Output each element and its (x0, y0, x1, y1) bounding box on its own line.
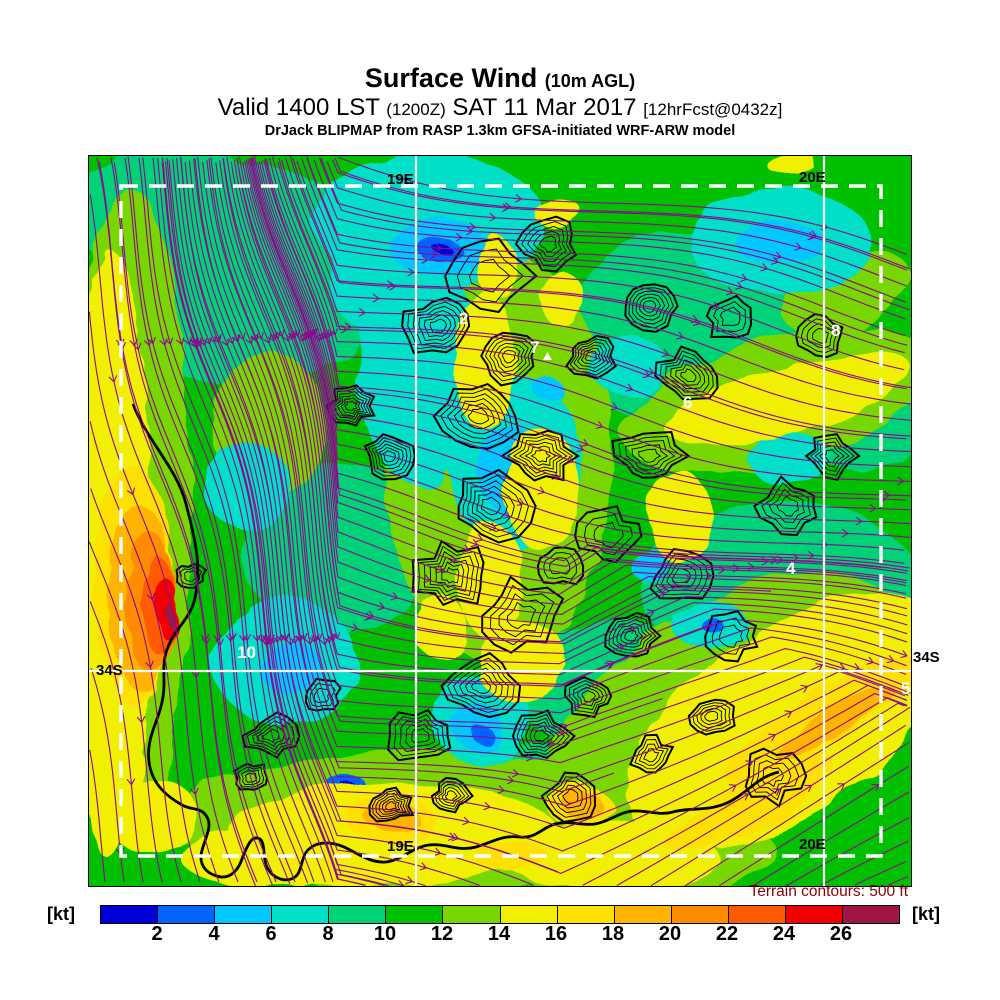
legend-color-segment (101, 906, 158, 923)
legend-tick: 24 (772, 923, 796, 945)
legend-tick: 10 (373, 923, 397, 945)
legend-color-segment (272, 906, 329, 923)
waypoint-label: 8 (831, 321, 840, 340)
waypoint-label: 10 (237, 643, 256, 662)
title-suffix: (10m AGL) (544, 71, 636, 91)
legend-tick: 14 (487, 923, 511, 945)
legend-tick: 26 (829, 923, 853, 945)
grid-label-layer: 19E 20E 19E 20E 34S (96, 169, 826, 855)
legend-tick: 18 (601, 923, 625, 945)
valid-date: SAT 11 Mar 2017 (452, 94, 637, 122)
waypoint-label: 4 (786, 559, 796, 578)
grid-label-20e-top: 20E (799, 169, 826, 186)
waypoint-label: 6 (683, 393, 692, 412)
grid-label-20e-bottom: 20E (799, 836, 826, 853)
valid-main: Valid 1400 LST (217, 94, 380, 122)
header: Surface Wind (10m AGL) Valid 1400 LST (1… (0, 63, 1000, 140)
legend-tick: 22 (715, 923, 739, 945)
latlon-grid-layer (89, 156, 911, 886)
legend-tick: 12 (430, 923, 454, 945)
legend-color-segment (728, 906, 785, 923)
waypoint-label: 7 (530, 338, 539, 357)
color-scale-legend: [kt] 2 4 6 8 10 12 14 16 18 20 22 24 26 [kt] (0, 901, 1000, 961)
valid-line: Valid 1400 LST (1200Z) SAT 11 Mar 2017 [… (0, 95, 1000, 121)
valid-zulu: (1200Z) (386, 100, 446, 120)
legend-color-segment (500, 906, 557, 923)
legend-tick: 20 (658, 923, 682, 945)
domain-dashed-box (119, 184, 883, 858)
grid-label-19e-bottom: 19E (387, 838, 414, 855)
legend-unit-left: [kt] (47, 904, 75, 924)
legend-unit-right: [kt] (912, 904, 940, 924)
model-line: DrJack BLIPMAP from RASP 1.3km GFSA-init… (264, 123, 736, 140)
legend-color-segment (843, 906, 900, 923)
waypoint-marker-icon (543, 352, 552, 360)
legend-color-segment (386, 906, 443, 923)
legend-color-segment (557, 906, 614, 923)
waypoint-label: 5 (901, 679, 910, 698)
waypoint-label-layer: 2 7 6 8 4 10 5 (237, 309, 910, 698)
map-canvas: 19E 20E 19E 20E 34S 2 7 6 8 4 10 5 (89, 156, 911, 886)
wind-streamline-layer (89, 156, 911, 886)
legend-bar (100, 905, 900, 924)
legend-color-segment (329, 906, 386, 923)
title-main: Surface Wind (364, 63, 538, 93)
valid-fcst: [12hrFcst@0432z] (643, 100, 783, 120)
legend-color-segment (215, 906, 272, 923)
legend-color-segment (671, 906, 728, 923)
legend-color-segment (614, 906, 671, 923)
waypoint-label: 2 (459, 309, 468, 328)
grid-label-34s-left: 34S (96, 662, 123, 679)
legend-color-segment (443, 906, 500, 923)
grid-label-34s-right: 34S (913, 649, 940, 666)
legend-tick: 4 (208, 923, 220, 945)
forecast-map: 19E 20E 19E 20E 34S 2 7 6 8 4 10 5 (88, 155, 912, 887)
grid-label-19e-top: 19E (387, 171, 414, 188)
coastline (131, 403, 780, 882)
legend-tick: 8 (322, 923, 334, 945)
terrain-contour-note: Terrain contours: 500 ft (749, 883, 908, 900)
legend-tick: 6 (265, 923, 277, 945)
legend-ticks: 2 4 6 8 10 12 14 16 18 20 22 24 26 (100, 923, 898, 949)
legend-tick: 2 (151, 923, 163, 945)
legend-color-segment (158, 906, 215, 923)
legend-tick: 16 (544, 923, 568, 945)
page-title: Surface Wind (10m AGL) (0, 63, 1000, 93)
legend-color-segment (785, 906, 843, 923)
